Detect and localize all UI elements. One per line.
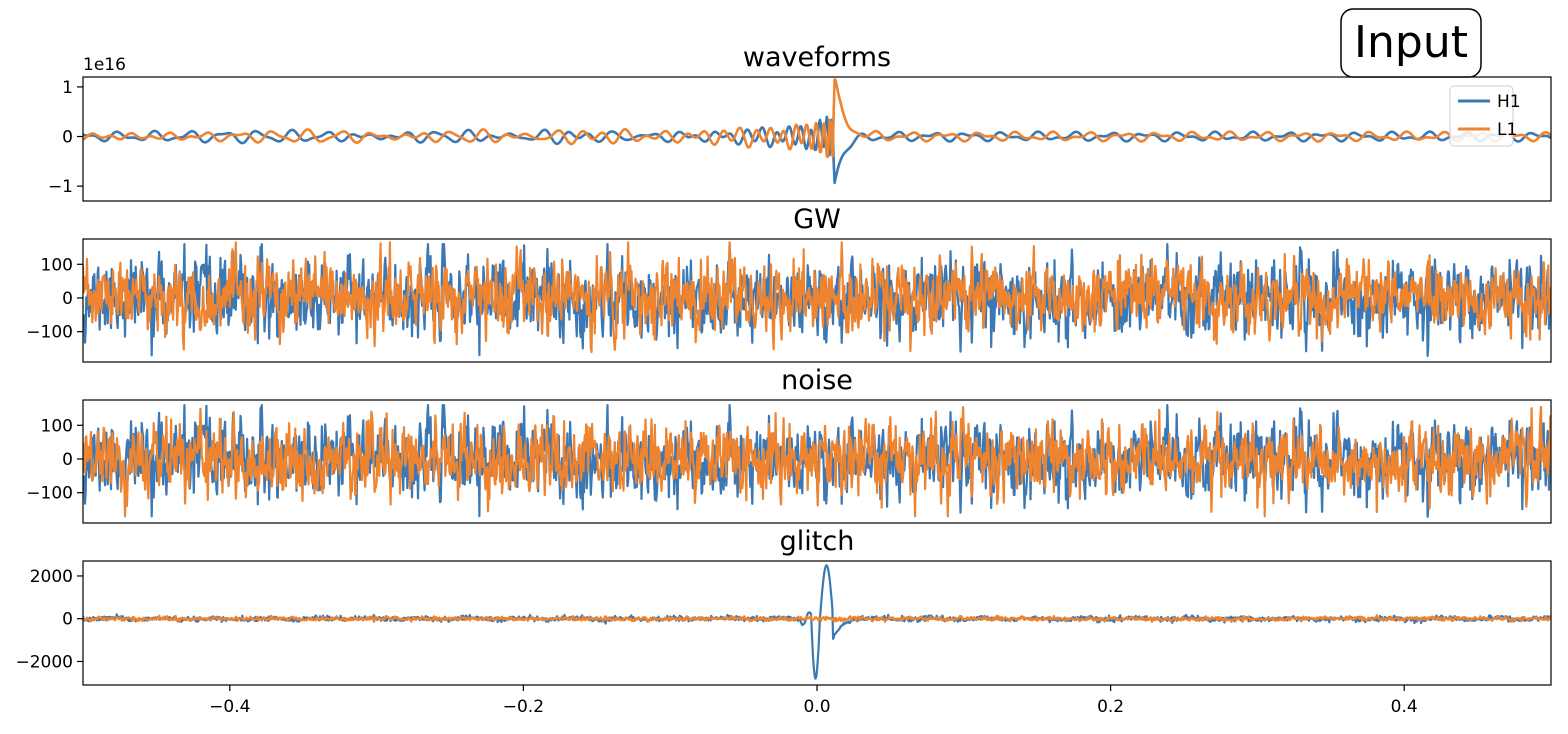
y-tick-label-gw-1: 0 [62, 289, 73, 309]
x-tick-label-4: 0.4 [1391, 697, 1418, 717]
legend: H1 L1 [1449, 85, 1521, 147]
series-line-waveforms-l1 [83, 78, 1551, 159]
legend-label-h1: H1 [1497, 92, 1521, 112]
panel-frame-waveforms [82, 76, 1552, 202]
y-tick-label-noise-2: −100 [26, 484, 73, 504]
panel-glitch: glitch 2000 0 −2000 [15, 526, 1552, 686]
y-tick-label-gw-2: −100 [26, 323, 73, 343]
y-tick-label-glitch-2: −2000 [15, 652, 73, 672]
panel-waveforms: waveforms 1 0 −1 1e16 [48, 42, 1552, 202]
series-group-gw [83, 241, 1551, 357]
panel-title-gw: GW [793, 204, 841, 235]
y-tick-label-gw-0: 100 [41, 255, 73, 275]
series-group-glitch [83, 564, 1551, 680]
x-tick-label-2: 0.0 [803, 697, 830, 717]
x-tick-label-0: −0.4 [209, 697, 250, 717]
series-line-glitch-h1 [83, 564, 1551, 680]
x-tick-label-1: −0.2 [503, 697, 544, 717]
input-badge-frame [1340, 8, 1482, 78]
panels: waveforms 1 0 −1 1e16 GW 100 0 −100 noise 100 0 −100… [15, 42, 1552, 686]
input-badge-label: Input [1354, 17, 1468, 68]
panel-gw: GW 100 0 −100 [26, 204, 1552, 363]
y-tick-label-waveforms-1: 0 [62, 128, 73, 148]
legend-label-l1: L1 [1497, 120, 1517, 140]
y-tick-label-waveforms-0: 1 [62, 78, 73, 98]
y-tick-label-glitch-0: 2000 [30, 567, 73, 587]
series-group-waveforms [83, 78, 1551, 185]
y-offset-label: 1e16 [83, 55, 126, 75]
panel-title-noise: noise [781, 365, 853, 396]
series-line-waveforms-h1 [83, 115, 1551, 185]
x-axis: −0.4 −0.2 0.0 0.2 0.4 [209, 685, 1418, 717]
panel-frame-noise [82, 399, 1552, 524]
y-tick-label-glitch-1: 0 [62, 610, 73, 630]
x-tick-label-3: 0.2 [1097, 697, 1124, 717]
panel-frame-gw [82, 238, 1552, 363]
series-group-noise [83, 404, 1551, 518]
series-line-gw-l1 [83, 241, 1551, 354]
series-line-glitch-l1 [83, 614, 1551, 623]
series-line-noise-l1 [83, 405, 1551, 518]
y-tick-label-waveforms-2: −1 [48, 177, 73, 197]
y-tick-label-noise-0: 100 [41, 416, 73, 436]
panel-noise: noise 100 0 −100 [26, 365, 1552, 524]
y-tick-label-noise-1: 0 [62, 450, 73, 470]
input-badge: Input [1340, 8, 1482, 78]
panel-title-glitch: glitch [780, 526, 855, 557]
panel-title-waveforms: waveforms [743, 42, 891, 73]
